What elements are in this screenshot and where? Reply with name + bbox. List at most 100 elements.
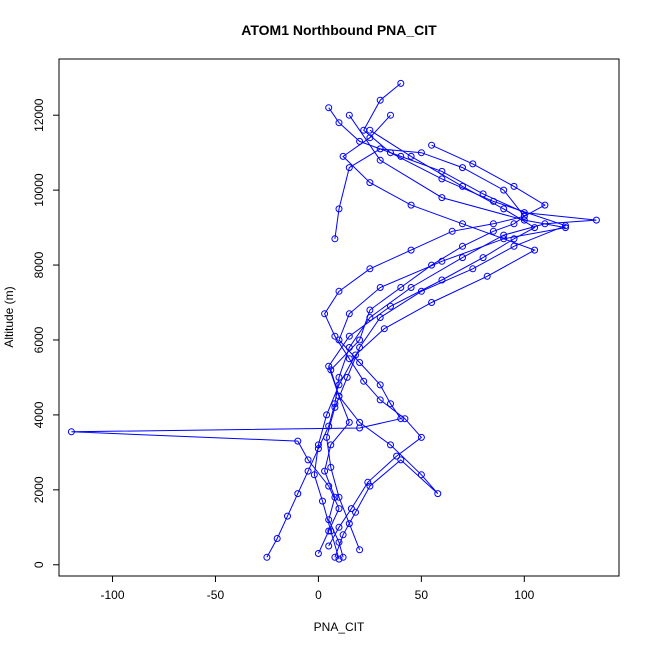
data-point bbox=[335, 373, 343, 381]
data-point bbox=[510, 242, 518, 250]
data-point bbox=[366, 314, 374, 321]
data-point bbox=[417, 149, 425, 157]
data-point bbox=[520, 212, 528, 220]
data-point bbox=[380, 325, 388, 333]
data-point bbox=[500, 231, 508, 239]
data-point bbox=[366, 179, 374, 187]
data-point bbox=[345, 520, 353, 528]
data-point bbox=[376, 381, 384, 389]
y-tick-label: 10000 bbox=[32, 173, 46, 207]
y-tick-label: 6000 bbox=[32, 326, 46, 353]
data-point bbox=[345, 111, 353, 119]
data-point bbox=[331, 403, 339, 411]
data-point bbox=[531, 246, 539, 254]
data-point bbox=[500, 205, 508, 213]
data-point bbox=[469, 160, 477, 168]
data-point bbox=[387, 441, 394, 449]
data-point bbox=[417, 287, 425, 295]
data-point bbox=[438, 194, 446, 202]
data-point bbox=[321, 467, 329, 475]
plot-frame bbox=[58, 58, 620, 577]
data-point bbox=[335, 523, 343, 531]
data-point bbox=[397, 284, 405, 291]
data-point bbox=[376, 145, 384, 153]
data-point bbox=[273, 535, 281, 542]
data-point bbox=[459, 254, 466, 262]
data-point bbox=[459, 220, 466, 228]
data-point bbox=[339, 152, 347, 160]
data-point bbox=[294, 490, 302, 498]
data-point bbox=[438, 175, 446, 183]
series-line-3 bbox=[71, 114, 566, 554]
data-point bbox=[489, 220, 497, 228]
data-point bbox=[366, 482, 374, 490]
data-point bbox=[304, 456, 312, 464]
data-point bbox=[325, 527, 333, 535]
data-point bbox=[356, 546, 364, 554]
data-point bbox=[364, 478, 372, 486]
data-point bbox=[319, 497, 326, 505]
data-point bbox=[294, 437, 302, 445]
data-point bbox=[376, 96, 384, 104]
series-line-5 bbox=[326, 83, 567, 550]
y-tick-label: 4000 bbox=[32, 401, 46, 428]
data-point bbox=[314, 550, 322, 557]
data-point bbox=[479, 254, 487, 262]
y-tick-label: 0 bbox=[32, 561, 46, 568]
data-point bbox=[356, 344, 364, 351]
data-point bbox=[407, 284, 415, 291]
data-point bbox=[448, 227, 456, 235]
data-point bbox=[531, 224, 539, 232]
data-point bbox=[314, 441, 322, 449]
data-point bbox=[339, 531, 347, 539]
data-point bbox=[345, 418, 353, 426]
data-point bbox=[376, 396, 384, 404]
data-point bbox=[327, 527, 335, 535]
data-point bbox=[387, 302, 394, 310]
data-point bbox=[417, 471, 425, 479]
data-point bbox=[510, 220, 518, 228]
data-point bbox=[335, 119, 343, 127]
series-layer bbox=[67, 79, 600, 563]
data-point bbox=[376, 284, 384, 291]
data-point bbox=[343, 373, 351, 381]
data-point bbox=[483, 272, 491, 280]
data-point bbox=[323, 411, 331, 419]
data-point bbox=[352, 508, 359, 516]
x-axis-label: PNA_CIT bbox=[314, 620, 365, 634]
y-axis: 0 2000 4000 6000 8000 10000 12000 bbox=[32, 98, 59, 568]
data-point bbox=[331, 235, 339, 243]
data-point bbox=[366, 265, 374, 273]
data-point bbox=[469, 265, 477, 273]
data-point bbox=[331, 332, 339, 340]
data-point bbox=[397, 456, 405, 464]
data-point bbox=[397, 79, 405, 87]
data-point bbox=[356, 418, 364, 426]
data-point bbox=[327, 463, 335, 471]
data-point bbox=[401, 415, 409, 423]
data-point bbox=[489, 227, 497, 235]
data-point bbox=[366, 134, 374, 142]
data-point bbox=[325, 542, 333, 550]
data-point bbox=[345, 332, 353, 340]
y-axis-label: Altitude (m) bbox=[2, 286, 16, 347]
data-point bbox=[417, 433, 425, 441]
data-point bbox=[438, 257, 446, 265]
data-point bbox=[510, 182, 518, 190]
series-line-4 bbox=[328, 129, 536, 558]
data-point bbox=[335, 505, 343, 513]
data-point bbox=[335, 392, 343, 400]
data-point bbox=[345, 310, 353, 318]
data-point bbox=[428, 299, 436, 306]
data-point bbox=[345, 164, 353, 172]
data-point bbox=[335, 205, 343, 213]
data-point bbox=[325, 482, 333, 490]
series-line-6 bbox=[313, 114, 536, 560]
data-point bbox=[459, 164, 466, 172]
data-point bbox=[434, 490, 442, 498]
data-point bbox=[376, 156, 384, 164]
data-point bbox=[387, 400, 394, 408]
chart-title: ATOM1 Northbound PNA_CIT bbox=[241, 22, 437, 38]
series-line-1 bbox=[324, 148, 526, 558]
